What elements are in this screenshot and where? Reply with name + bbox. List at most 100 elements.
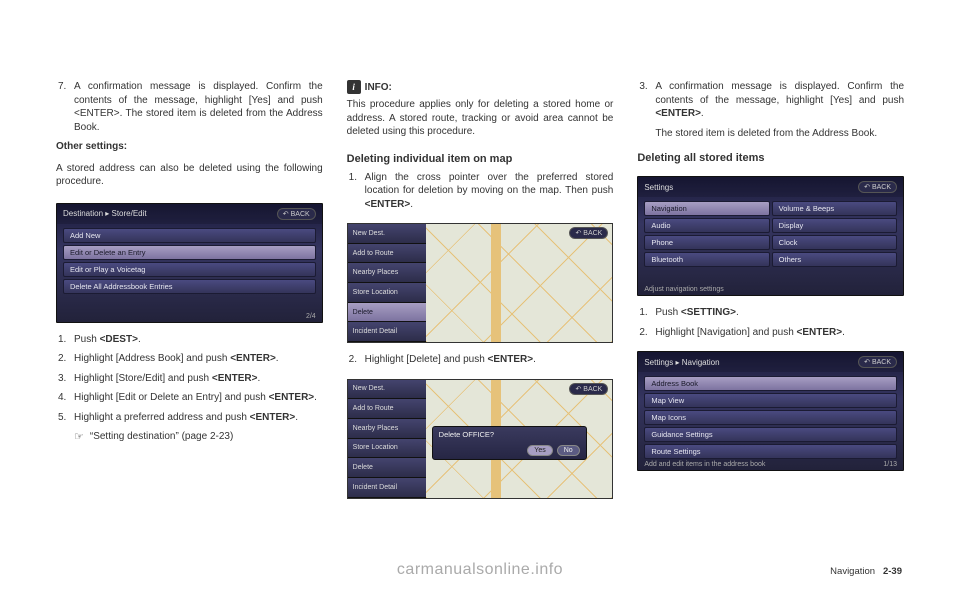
screenshot-title: Settings (644, 183, 673, 192)
menu-row: Nearby Places (348, 263, 426, 283)
grid-cell: Volume & Beeps (772, 201, 897, 216)
step-number: 2. (56, 352, 74, 366)
step-text: Highlight [Navigation] and push <ENTER>. (655, 326, 904, 340)
list-item: 1. Align the cross pointer over the pref… (347, 171, 614, 212)
grid-cell: Phone (644, 235, 769, 250)
step-number: 3. (56, 372, 74, 386)
screenshot-header: Settings ▸ Navigation ↶ BACK (638, 352, 903, 372)
paragraph: A stored address can also be deleted usi… (56, 162, 323, 189)
menu-row: Incident Detail (348, 322, 426, 342)
step-text: Highlight a preferred address and push <… (74, 411, 323, 425)
paragraph: The stored item is deleted from the Addr… (655, 127, 904, 141)
cross-reference: ☞ “Setting destination” (page 2-23) (74, 430, 323, 445)
menu-row: Edit or Play a Voicetag (63, 262, 316, 277)
step-number: 2. (347, 353, 365, 367)
column-2: i INFO: This procedure applies only for … (347, 80, 614, 559)
menu-row: Delete (348, 458, 426, 478)
footer-section: Navigation (830, 566, 875, 577)
menu-row: Route Settings (644, 444, 897, 459)
subheading: Other settings: (56, 140, 323, 154)
menu-row: New Dest. (348, 380, 426, 400)
info-label: INFO: (365, 82, 392, 93)
step-number: 2. (637, 326, 655, 340)
grid-cell: Clock (772, 235, 897, 250)
step-number: 4. (56, 391, 74, 405)
ui-screenshot-map-dialog: New Dest. Add to Route Nearby Places Sto… (347, 379, 614, 499)
menu-row: Add to Route (348, 244, 426, 264)
step-text: Highlight [Edit or Delete an Entry] and … (74, 391, 323, 405)
manual-page: 7. A confirmation message is displayed. … (0, 0, 960, 599)
ui-screenshot-settings: Settings ↶ BACK Navigation Volume & Beep… (637, 176, 904, 296)
step-number: 7. (56, 80, 74, 134)
back-button: ↶ BACK (569, 383, 608, 395)
grid-cell: Navigation (644, 201, 769, 216)
reference-text: “Setting destination” (page 2-23) (90, 430, 233, 445)
list-item: 2. Highlight [Delete] and push <ENTER>. (347, 353, 614, 367)
menu-row: Add New (63, 228, 316, 243)
screenshot-header: Destination ▸ Store/Edit ↶ BACK (57, 204, 322, 224)
menu-row: Delete All Addressbook Entries (63, 279, 316, 294)
step-text: Align the cross pointer over the preferr… (365, 171, 614, 212)
list-item: 1. Push <DEST>. (56, 333, 323, 347)
ui-screenshot-map-menu: New Dest. Add to Route Nearby Places Sto… (347, 223, 614, 343)
screenshot-counter: 2/4 (306, 313, 316, 320)
back-button: ↶ BACK (277, 208, 316, 220)
menu-row: Delete (348, 303, 426, 323)
step-text: Highlight [Address Book] and push <ENTER… (74, 352, 323, 366)
list-item: 2. Highlight [Address Book] and push <EN… (56, 352, 323, 366)
menu-row: Guidance Settings (644, 427, 897, 442)
map-side-menu: New Dest. Add to Route Nearby Places Sto… (348, 380, 426, 498)
yes-button: Yes (527, 445, 552, 456)
list-item: 2. Highlight [Navigation] and push <ENTE… (637, 326, 904, 340)
dialog-text: Delete OFFICE? (439, 430, 494, 439)
step-number: 3. (637, 80, 655, 121)
screenshot-caption: Adjust navigation settings (644, 286, 723, 293)
step-number: 5. (56, 411, 74, 425)
map-background (426, 224, 613, 342)
step-text: A confirmation message is displayed. Con… (74, 80, 323, 134)
menu-row: New Dest. (348, 224, 426, 244)
menu-row: Incident Detail (348, 478, 426, 498)
confirm-dialog: Delete OFFICE? Yes No (432, 426, 587, 460)
menu-row: Nearby Places (348, 419, 426, 439)
list-item: 3. Highlight [Store/Edit] and push <ENTE… (56, 372, 323, 386)
list-item: 7. A confirmation message is displayed. … (56, 80, 323, 134)
ui-screenshot-navigation: Settings ▸ Navigation ↶ BACK Address Boo… (637, 351, 904, 471)
step-text: Push <SETTING>. (655, 306, 904, 320)
page-number: 2-39 (883, 566, 902, 577)
ui-screenshot-destination: Destination ▸ Store/Edit ↶ BACK Add New … (56, 203, 323, 323)
info-heading: i INFO: (347, 80, 614, 94)
list-item: 4. Highlight [Edit or Delete an Entry] a… (56, 391, 323, 405)
step-text: A confirmation message is displayed. Con… (655, 80, 904, 121)
screenshot-menu: Add New Edit or Delete an Entry Edit or … (57, 224, 322, 300)
step-number: 1. (56, 333, 74, 347)
screenshot-caption: Add and edit items in the address book (644, 461, 765, 468)
screenshot-menu: Address Book Map View Map Icons Guidance… (638, 372, 903, 465)
back-button: ↶ BACK (858, 356, 897, 368)
screenshot-header: Settings ↶ BACK (638, 177, 903, 197)
section-heading: Deleting all stored items (637, 152, 904, 164)
screenshot-title: Settings ▸ Navigation (644, 358, 719, 367)
grid-cell: Others (772, 252, 897, 267)
no-button: No (557, 445, 580, 456)
back-button: ↶ BACK (858, 181, 897, 193)
grid-cell: Bluetooth (644, 252, 769, 267)
menu-row: Map View (644, 393, 897, 408)
grid-cell: Display (772, 218, 897, 233)
screenshot-title: Destination ▸ Store/Edit (63, 209, 147, 218)
list-item: 1. Push <SETTING>. (637, 306, 904, 320)
column-3: 3. A confirmation message is displayed. … (637, 80, 904, 559)
step-number: 1. (637, 306, 655, 320)
column-1: 7. A confirmation message is displayed. … (56, 80, 323, 559)
menu-row: Address Book (644, 376, 897, 391)
info-text: This procedure applies only for deleting… (347, 98, 614, 139)
dialog-buttons: Yes No (527, 445, 579, 456)
menu-row: Edit or Delete an Entry (63, 245, 316, 260)
menu-row: Add to Route (348, 399, 426, 419)
info-icon: i (347, 80, 361, 94)
grid-cell: Audio (644, 218, 769, 233)
screenshot-counter: 1/13 (883, 461, 897, 468)
page-footer: Navigation 2-39 (830, 566, 902, 577)
back-button: ↶ BACK (569, 227, 608, 239)
menu-row: Map Icons (644, 410, 897, 425)
